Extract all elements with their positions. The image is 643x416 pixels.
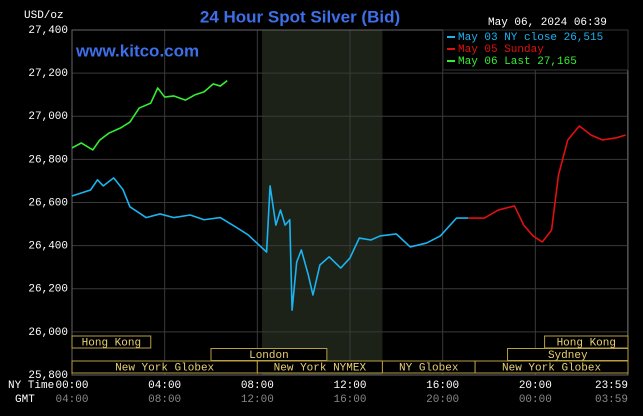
- x-tick-label: 08:00: [241, 380, 274, 392]
- x-tick-label: 16:00: [426, 380, 459, 392]
- unit-label: USD/oz: [24, 10, 64, 22]
- watermark: www.kitco.com: [75, 41, 199, 60]
- session-box: [474, 360, 629, 374]
- legend-box: [442, 29, 629, 71]
- series-line: [468, 125, 626, 243]
- y-tick-label: 26,000: [28, 327, 68, 339]
- plot-border: [71, 29, 629, 376]
- timestamp: May 06, 2024 06:39: [488, 17, 607, 29]
- session-label: London: [249, 350, 289, 362]
- gmt-tick-label: 08:00: [148, 394, 181, 406]
- y-tick-label: 27,200: [28, 68, 68, 80]
- y-tick-label: 26,800: [28, 154, 68, 166]
- y-tick-label: 27,000: [28, 111, 68, 123]
- gmt-tick-label: 00:00: [519, 394, 552, 406]
- session-label: Sydney: [548, 350, 588, 362]
- x2-axis-label: GMT: [15, 394, 35, 406]
- y-tick-label: 26,600: [28, 197, 68, 209]
- legend-label: May 05 Sunday: [458, 44, 544, 56]
- x-tick-label: 20:00: [519, 380, 552, 392]
- session-label: Hong Kong: [82, 337, 141, 349]
- session-label: New York Globex: [115, 362, 214, 374]
- gmt-tick-label: 20:00: [426, 394, 459, 406]
- session-box: [71, 335, 152, 349]
- chart-title: 24 Hour Spot Silver (Bid): [200, 7, 400, 26]
- gmt-tick-label: 16:00: [333, 394, 366, 406]
- x-axis-label: NY Time: [8, 380, 54, 392]
- gmt-tick-label: 03:59: [595, 394, 628, 406]
- series-line: [71, 177, 469, 311]
- series-line: [71, 80, 228, 151]
- session-label: New York Globex: [502, 362, 601, 374]
- session-label: Hong Kong: [557, 337, 616, 349]
- x-tick-label: 12:00: [333, 380, 366, 392]
- y-tick-label: 26,400: [28, 241, 68, 253]
- y-tick-label: 27,400: [28, 25, 68, 37]
- session-label: NY Globex: [399, 362, 459, 374]
- session-label: New York NYMEX: [274, 362, 367, 374]
- gmt-tick-label: 04:00: [55, 394, 88, 406]
- legend-label: May 03 NY close 26,515: [458, 32, 603, 44]
- y-tick-label: 26,200: [28, 284, 68, 296]
- y-tick-label: 25,800: [28, 370, 68, 382]
- gmt-tick-label: 12:00: [241, 394, 274, 406]
- legend-label: May 06 Last 27,165: [458, 56, 577, 68]
- x-tick-label: 23:59: [595, 380, 628, 392]
- x-tick-label: 04:00: [148, 380, 181, 392]
- x-tick-label: 00:00: [55, 380, 88, 392]
